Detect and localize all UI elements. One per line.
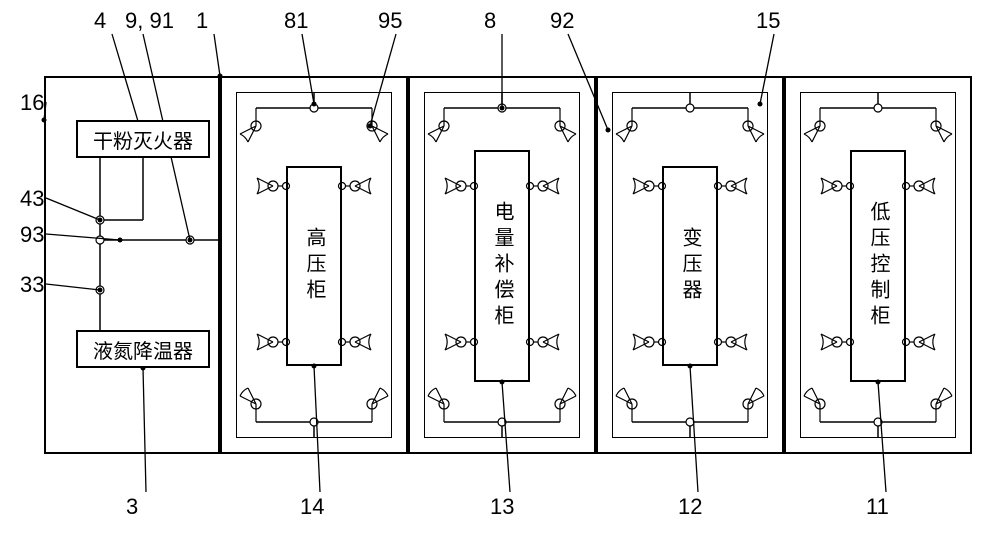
callout-12: 12 [678,494,702,520]
cabinet-comp: 电量补偿柜 [474,150,530,382]
cabinet-label-comp: 电量补偿柜 [488,201,516,331]
callout-15: 15 [756,8,780,34]
cabinet-label-lv: 低压控制柜 [864,201,892,331]
cabinet-lv: 低压控制柜 [850,150,906,382]
callout-16: 16 [20,90,44,116]
callout-11: 11 [866,494,889,520]
callout-3: 3 [126,494,138,520]
cabinet-label-hv: 高压柜 [300,227,328,305]
cabinet-label-xfmr: 变压器 [676,227,704,305]
extinguisher-box: 干粉灭火器 [76,120,210,158]
callout-4: 4 [94,8,106,34]
callout-1: 1 [196,8,208,34]
callout-8: 8 [484,8,496,34]
callout-9_91: 9, 91 [125,8,174,34]
callout-14: 14 [300,494,324,520]
callout-92: 92 [550,8,574,34]
callout-43: 43 [20,186,44,212]
callout-93: 93 [20,222,44,248]
cooler-box: 液氮降温器 [76,330,210,368]
callout-33: 33 [20,272,44,298]
cabinet-hv: 高压柜 [286,166,342,366]
callout-13: 13 [490,494,514,520]
callout-81: 81 [284,8,308,34]
callout-95: 95 [378,8,402,34]
cabinet-xfmr: 变压器 [662,166,718,366]
